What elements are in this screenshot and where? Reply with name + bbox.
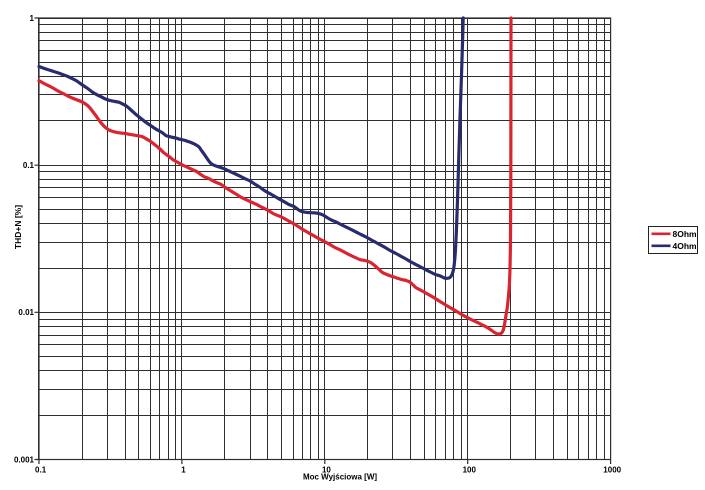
svg-text:8Ohm: 8Ohm: [673, 229, 698, 239]
svg-text:0.1: 0.1: [23, 161, 35, 170]
svg-text:Moc Wyjściowa [W]: Moc Wyjściowa [W]: [303, 472, 377, 481]
svg-text:0.01: 0.01: [18, 308, 34, 317]
svg-text:0.001: 0.001: [14, 455, 35, 464]
svg-text:10: 10: [322, 466, 331, 475]
svg-text:1000: 1000: [603, 466, 621, 475]
svg-text:100: 100: [463, 466, 477, 475]
svg-text:4Ohm: 4Ohm: [673, 241, 698, 251]
svg-text:0.1: 0.1: [35, 466, 47, 475]
svg-text:1: 1: [181, 466, 186, 475]
svg-text:1: 1: [30, 14, 35, 23]
svg-text:THD+N [%]: THD+N [%]: [13, 205, 23, 249]
